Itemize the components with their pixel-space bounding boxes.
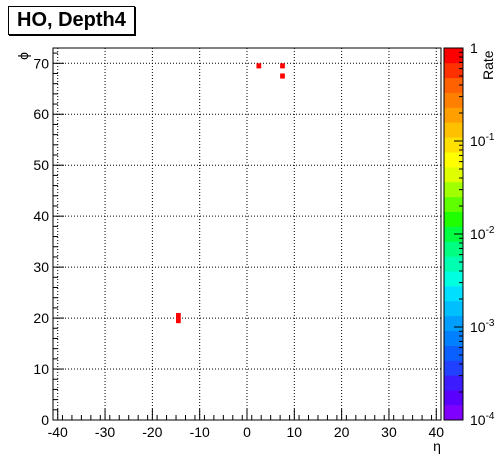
color-scale-band (444, 93, 463, 108)
color-scale-band (444, 360, 463, 375)
x-tick-labels: -40 -30 -20 -10 0 10 20 30 40 (48, 424, 445, 440)
z-tick-label: 10-2 (470, 225, 495, 242)
x-tick-label: -10 (190, 424, 210, 440)
color-scale-band (444, 212, 463, 227)
x-tick-label: 0 (243, 424, 251, 440)
color-scale-band (444, 375, 463, 390)
y-tick-label: 10 (33, 361, 49, 377)
y-tick-label: 50 (33, 157, 49, 173)
color-scale-band (444, 108, 463, 123)
color-scale-title: Rate (480, 50, 496, 80)
x-tick-label: 30 (381, 424, 397, 440)
color-scale-labels: 10-4 10-3 10-2 10-1 1 (470, 40, 495, 428)
color-scale-band (444, 197, 463, 212)
y-tick-label: 20 (33, 310, 49, 326)
y-axis-title: ϕ (15, 52, 31, 60)
x-axis-title: η (433, 438, 441, 454)
color-scale-bar (444, 48, 463, 420)
x-tick-label: -30 (95, 424, 115, 440)
heatmap-cell (280, 63, 285, 68)
color-scale-band (444, 405, 463, 420)
x-tick-label: 20 (334, 424, 350, 440)
z-tick-label: 10-3 (470, 318, 495, 335)
heatmap-cell (176, 318, 181, 323)
y-tick-label: 0 (41, 412, 49, 428)
z-tick-label: 1 (470, 40, 478, 56)
z-tick-label: 10-1 (470, 132, 495, 149)
heatmap-cell (256, 63, 261, 68)
y-tick-label: 40 (33, 208, 49, 224)
heatmap-cell (280, 73, 285, 78)
color-scale-band (444, 390, 463, 405)
z-tick-label: 10-4 (470, 411, 495, 428)
color-scale-band (444, 331, 463, 346)
y-tick-label: 30 (33, 259, 49, 275)
y-tick-label: 70 (33, 55, 49, 71)
y-tick-labels: 0 10 20 30 40 50 60 70 (33, 55, 49, 428)
y-tick-label: 60 (33, 106, 49, 122)
color-scale-band (444, 316, 463, 331)
color-scale-band (444, 301, 463, 316)
color-scale-band (444, 48, 463, 63)
color-scale-band (444, 122, 463, 137)
heatmap-cells (176, 63, 285, 323)
x-tick-label: 10 (287, 424, 303, 440)
color-scale-band (444, 271, 463, 286)
color-scale-band (444, 256, 463, 271)
x-tick-label: -20 (142, 424, 162, 440)
x-tick-label: -40 (48, 424, 68, 440)
color-scale-band (444, 152, 463, 167)
grid-lines (53, 48, 441, 420)
heatmap-cell (176, 313, 181, 318)
